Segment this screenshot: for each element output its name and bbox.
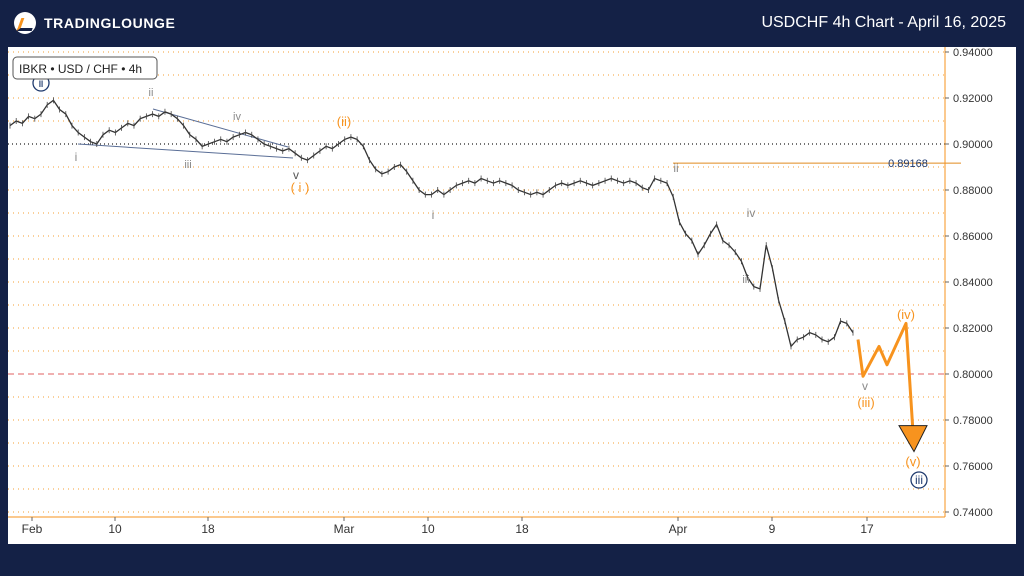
price-layer (9, 97, 854, 350)
chart-area[interactable]: 0.89168 ⅱ ii iv i iii v( i ) (ii) ii i iv iii v (iii… (8, 47, 1016, 544)
wave-lines (77, 108, 294, 159)
wave-label: (iii) (857, 395, 874, 410)
axis-layer: 0.94000 0.92000 0.90000 0.88000 0.86000 0.840… (8, 47, 993, 536)
symbol-label: IBKR • USD / CHF • 4h (12, 56, 158, 80)
wave-label: v (862, 379, 868, 393)
logo-icon (14, 12, 36, 34)
wave-label: iv (747, 206, 756, 220)
x-tick-label: 18 (515, 522, 529, 536)
y-tick-label: 0.76000 (953, 461, 993, 473)
wave-label: iii (742, 274, 749, 286)
x-tick-label: 17 (860, 522, 874, 536)
y-tick-label: 0.92000 (953, 93, 993, 105)
wave-label: (v) (905, 454, 920, 469)
triangle-upper-line (152, 108, 289, 148)
x-tick-label: Mar (334, 522, 355, 536)
wave-label: ⅱ (38, 76, 44, 90)
y-tick-label: 0.86000 (953, 231, 993, 243)
y-tick-label: 0.82000 (953, 323, 993, 335)
y-tick-label: 0.94000 (953, 47, 993, 59)
x-tick-label: 10 (421, 522, 435, 536)
x-tick-label: Feb (22, 522, 43, 536)
y-tick-label: 0.80000 (953, 369, 993, 381)
projection-layer (856, 321, 928, 453)
wave-label-circle (910, 471, 928, 489)
price-level-label: 0.89168 (888, 158, 928, 170)
logo-text: TRADINGLOUNGE (44, 15, 176, 31)
symbol-label-text: IBKR • USD / CHF • 4h (19, 62, 142, 76)
wave-label: v (293, 168, 299, 182)
wave-label: iii (915, 473, 923, 487)
wave-label: ii (673, 161, 678, 175)
y-tick-label: 0.88000 (953, 185, 993, 197)
x-tick-label: Apr (669, 522, 688, 536)
x-tick-label: 18 (201, 522, 215, 536)
wave-label: (iv) (897, 307, 915, 322)
y-tick-label: 0.74000 (953, 507, 993, 519)
wave-label: (ii) (337, 114, 351, 129)
header-bar: TRADINGLOUNGE USDCHF 4h Chart - April 16… (0, 0, 1024, 46)
x-tick-label: 10 (108, 522, 122, 536)
wave-label: iv (233, 111, 241, 123)
wave-label: iii (184, 159, 191, 171)
y-tick-label: 0.90000 (953, 139, 993, 151)
grid-layer: 0.89168 (8, 51, 961, 513)
projection-arrow (898, 425, 928, 453)
wave-label: ( i ) (291, 180, 310, 195)
y-tick-label: 0.84000 (953, 277, 993, 289)
wave-label: i (432, 208, 435, 222)
wave-label: i (75, 150, 78, 164)
x-tick-label: 9 (769, 522, 776, 536)
triangle-lower-line (77, 143, 294, 159)
price-series (9, 99, 854, 348)
wave-label: ii (149, 87, 154, 99)
brand-logo: TRADINGLOUNGE (14, 10, 175, 36)
projection-path (856, 321, 916, 448)
chart-title: USDCHF 4h Chart - April 16, 2025 (761, 14, 1006, 31)
y-tick-label: 0.78000 (953, 415, 993, 427)
